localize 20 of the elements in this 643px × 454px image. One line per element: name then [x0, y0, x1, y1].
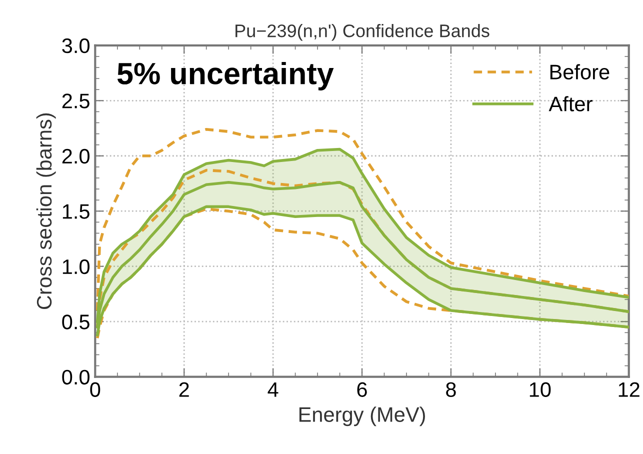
legend-label: Before [550, 64, 610, 80]
x-tick-label: 6 [357, 382, 367, 397]
y-tick-label: 2.5 [62, 94, 90, 108]
y-tick-label: 0.0 [62, 370, 90, 385]
chart-title: Pu−239(n,n') Confidence Bands [236, 24, 490, 41]
y-tick-label: 1.0 [62, 259, 90, 274]
x-tick-label: 4 [268, 382, 278, 397]
y-tick-label: 3.0 [62, 38, 90, 54]
annotation: 5% uncertainty [117, 62, 334, 90]
x-tick-label: 10 [530, 382, 551, 397]
x-tick-label: 0 [90, 382, 100, 397]
y-tick-label: 1.5 [62, 204, 90, 219]
y-tick-label: 2.0 [62, 148, 90, 164]
legend-label: After [548, 96, 592, 112]
x-tick-label: 12 [618, 382, 640, 397]
x-tick-label: 8 [446, 382, 456, 397]
x-axis-title: Energy (MeV) [299, 406, 425, 426]
y-tick-label: 0.5 [62, 314, 90, 330]
x-tick-label: 2 [179, 382, 189, 397]
y-axis-title: Cross section (barns) [36, 113, 56, 310]
